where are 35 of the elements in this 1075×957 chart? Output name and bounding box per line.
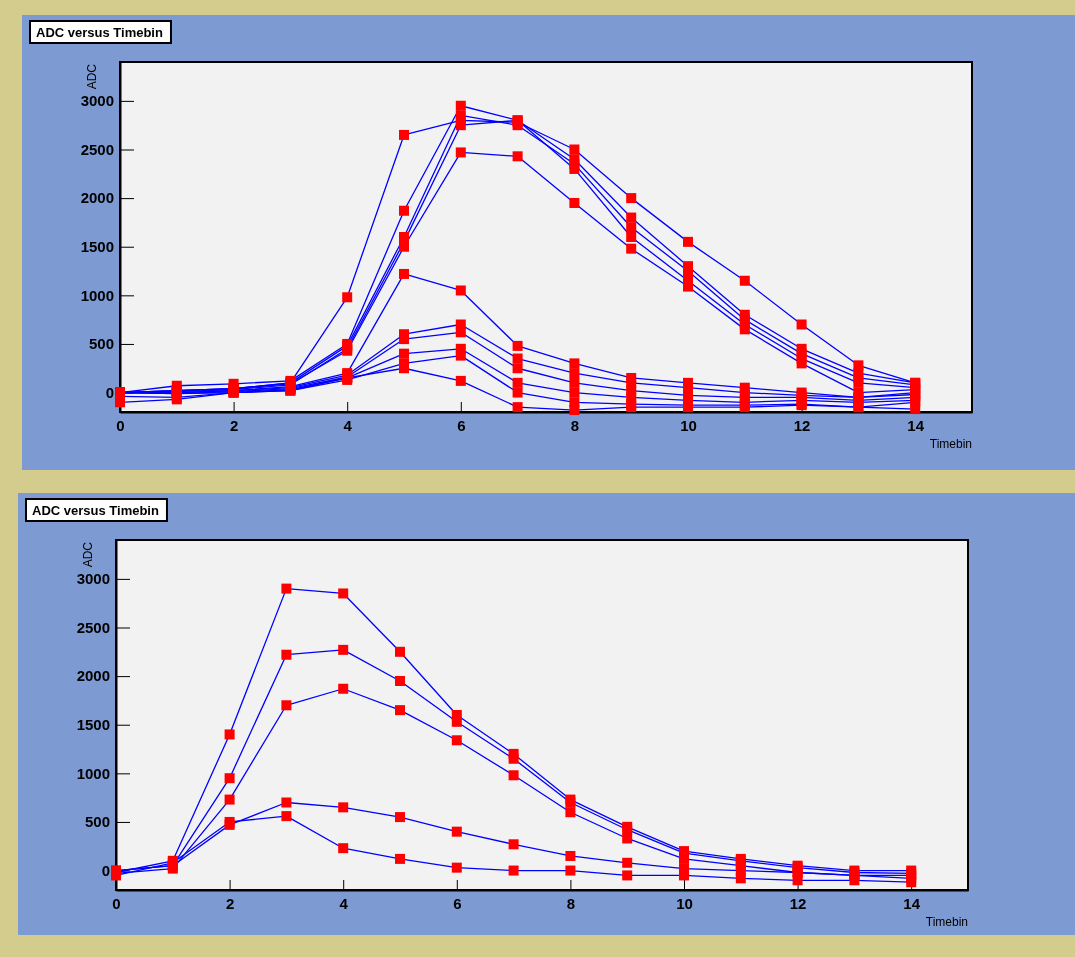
y-tick-label: 2000 (80, 189, 114, 207)
x-tick-label: 2 (225, 894, 235, 912)
y-tick-label: 0 (101, 861, 110, 879)
x-tick-label: 4 (339, 894, 349, 912)
x-tick-label: 0 (116, 416, 125, 434)
x-axis-title: Timebin (929, 437, 972, 451)
x-tick-label: 10 (676, 894, 693, 912)
y-tick-label: 2500 (76, 618, 110, 636)
y-axis-title: ADC (81, 541, 95, 568)
x-axis-title: Timebin (925, 915, 968, 929)
x-tick-label: 6 (457, 416, 466, 434)
x-tick-label: 14 (903, 894, 921, 912)
x-tick-label: 12 (789, 894, 807, 912)
y-tick-label: 3000 (76, 570, 110, 588)
x-tick-label: 10 (680, 416, 697, 434)
x-tick-label: 2 (229, 416, 239, 434)
y-tick-label: 1000 (80, 286, 114, 304)
y-tick-label: 1500 (76, 716, 110, 734)
chart-title: ADC versus Timebin (32, 503, 159, 518)
y-tick-label: 1000 (76, 764, 110, 782)
x-tick-label: 8 (566, 894, 576, 912)
y-tick-label: 500 (88, 335, 114, 353)
y-tick-label: 500 (84, 813, 110, 831)
y-tick-label: 2500 (80, 140, 114, 158)
y-tick-label: 3000 (80, 92, 114, 110)
x-tick-label: 6 (453, 894, 462, 912)
x-tick-label: 4 (343, 416, 353, 434)
y-axis-title: ADC (85, 63, 99, 90)
x-tick-label: 8 (570, 416, 580, 434)
y-tick-label: 1500 (80, 238, 114, 256)
y-tick-label: 2000 (76, 667, 110, 685)
y-tick-label: 0 (105, 383, 114, 401)
x-tick-label: 14 (907, 416, 925, 434)
chart-title: ADC versus Timebin (36, 25, 163, 40)
x-tick-label: 12 (793, 416, 811, 434)
